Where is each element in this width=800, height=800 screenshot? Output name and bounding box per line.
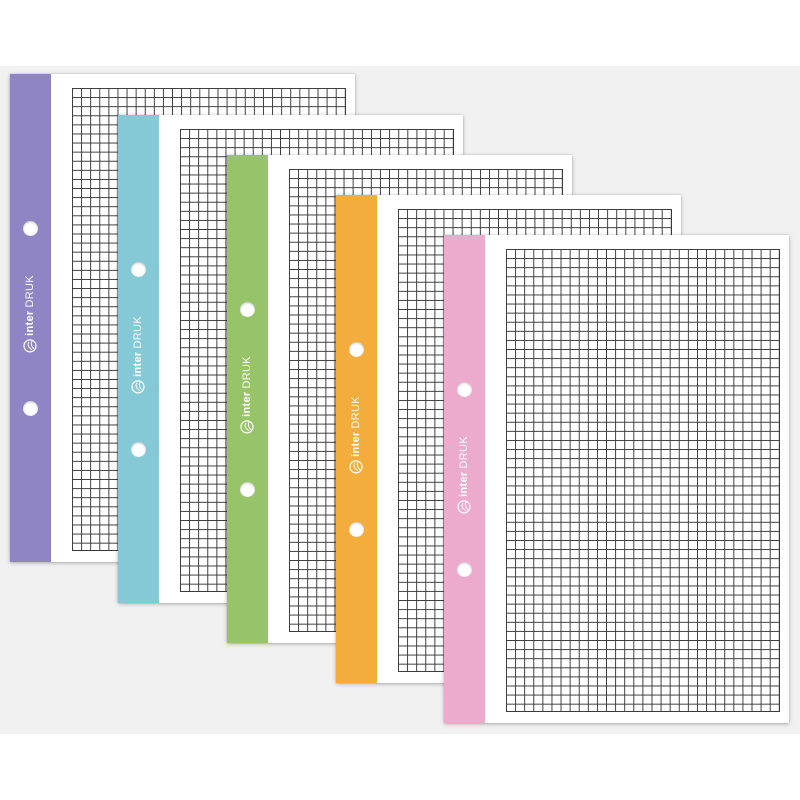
brand-globe-icon [131,380,145,394]
color-strip: inter DRUK [10,74,51,562]
color-strip: inter DRUK [227,155,268,643]
brand-logo: inter DRUK [23,275,37,353]
color-strip: inter DRUK [118,115,159,603]
brand-name-part1: inter [241,391,253,417]
brand-name-part2: DRUK [241,356,253,389]
punch-hole-icon [131,442,146,457]
brand-name-part1: inter [24,310,36,336]
color-strip: inter DRUK [444,235,485,723]
punch-hole-icon [349,342,364,357]
punch-hole-icon [240,482,255,497]
grid-sheet-pink: inter DRUK [444,235,789,723]
brand-globe-icon [457,500,471,514]
punch-hole-icon [23,401,38,416]
color-strip: inter DRUK [336,195,377,683]
punch-hole-icon [457,382,472,397]
brand-name-part1: inter [350,431,362,457]
brand-name-part2: DRUK [132,316,144,349]
punch-hole-icon [131,262,146,277]
brand-name-part2: DRUK [350,396,362,429]
punch-hole-icon [349,522,364,537]
punch-hole-icon [240,302,255,317]
brand-name-part1: inter [458,471,470,497]
brand-name-part2: DRUK [24,275,36,308]
punch-hole-icon [23,221,38,236]
brand-name-part2: DRUK [458,436,470,469]
brand-logo: inter DRUK [131,316,145,394]
punch-hole-icon [457,562,472,577]
brand-globe-icon [23,339,37,353]
brand-globe-icon [240,420,254,434]
brand-globe-icon [349,460,363,474]
grid-area [506,249,780,712]
brand-logo: inter DRUK [457,436,471,514]
brand-logo: inter DRUK [240,356,254,434]
brand-logo: inter DRUK [349,396,363,474]
brand-name-part1: inter [132,351,144,377]
